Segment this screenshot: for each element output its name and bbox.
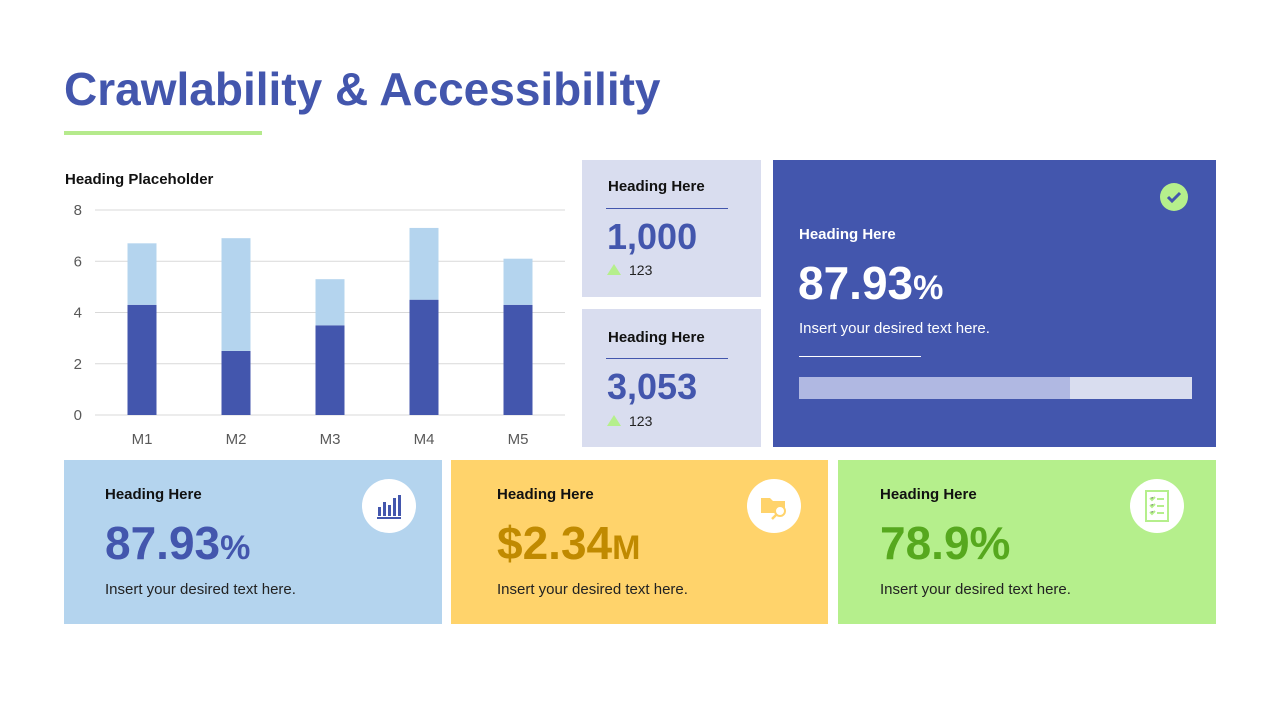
checklist-icon [1130,479,1184,533]
y-tick-label: 2 [74,356,82,373]
card-value: $2.34 [497,517,613,569]
bar-M4-series-2 [409,227,439,300]
main-metric-card: Heading Here 87.93% Insert your desired … [773,160,1216,447]
bar-M1-series-2 [127,243,157,305]
page-title: Crawlability & Accessibility [64,63,661,115]
bar-M3-series-2 [315,279,345,326]
card-heading: Heading Here [497,486,594,503]
card-value: 1,000 [607,216,698,257]
card-heading: Heading Here [880,486,977,503]
card-text: Insert your desired text here. [880,581,1071,598]
x-tick-label: M1 [132,431,153,448]
x-tick-label: M4 [414,431,435,448]
card-delta: 123 [629,262,653,278]
y-tick-label: 8 [74,202,82,219]
divider [606,208,728,209]
card-heading: Heading Here [608,329,705,346]
card-heading: Heading Here [799,226,896,243]
divider [606,358,728,359]
bar-M4-series-1 [409,299,439,415]
card-delta: 123 [629,413,653,429]
x-tick-label: M5 [508,431,529,448]
x-tick-label: M3 [320,431,341,448]
divider [799,356,921,357]
bar-M3-series-1 [315,325,345,415]
card-heading: Heading Here [105,486,202,503]
chart-title: Heading Placeholder [65,171,214,188]
card-heading: Heading Here [608,178,705,195]
stacked-bar-chart: 0 2 4 6 8 M1 M2 M3 M4 M5 [74,202,565,448]
card-unit: % [913,269,944,307]
card-value: 87.93 [798,257,914,309]
card-value: 78.9% [880,517,1011,569]
bar-M5-series-2 [503,258,533,305]
y-tick-label: 0 [74,407,82,424]
card-unit: % [220,529,251,567]
bar-M2-series-2 [221,238,251,351]
y-tick-label: 4 [74,305,82,322]
card-text: Insert your desired text here. [799,320,990,337]
bar-M5-series-1 [503,304,533,415]
bar-M2-series-1 [221,350,251,415]
x-tick-label: M2 [226,431,247,448]
triangle-up-icon [607,415,621,426]
card-unit: M [612,529,641,567]
card-value: 87.93 [105,517,221,569]
bar-M1-series-1 [127,304,157,415]
triangle-up-icon [607,264,621,275]
metric-card-2: Heading Here 3,053 123 [582,309,761,447]
y-tick-label: 6 [74,253,82,270]
check-circle-icon [1160,183,1188,211]
progress-fill [799,377,1071,399]
folder-search-icon [747,479,801,533]
title-underline [64,131,262,135]
bottom-card-3: Heading Here 78.9% Insert your desired t… [838,460,1216,624]
bar-chart-icon [362,479,416,533]
card-text: Insert your desired text here. [497,581,688,598]
card-value: 3,053 [607,366,698,407]
bottom-card-2: Heading Here $2.34M Insert your desired … [451,460,828,624]
progress-bar [799,377,1192,399]
metric-card-1: Heading Here 1,000 123 [582,160,761,297]
bottom-card-1: Heading Here 87.93% Insert your desired … [64,460,442,624]
card-text: Insert your desired text here. [105,581,296,598]
